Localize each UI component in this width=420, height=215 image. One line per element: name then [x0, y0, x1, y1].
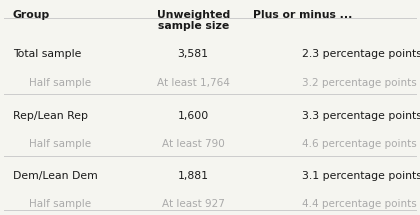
- Text: Dem/Lean Dem: Dem/Lean Dem: [13, 171, 97, 181]
- Text: Half sample: Half sample: [29, 78, 92, 89]
- Text: 1,881: 1,881: [178, 171, 209, 181]
- Text: Plus or minus ...: Plus or minus ...: [253, 10, 352, 20]
- Text: Half sample: Half sample: [29, 199, 92, 209]
- Text: Group: Group: [13, 10, 50, 20]
- Text: 3.1 percentage points: 3.1 percentage points: [302, 171, 420, 181]
- Text: At least 1,764: At least 1,764: [157, 78, 230, 89]
- Text: 4.4 percentage points: 4.4 percentage points: [302, 199, 417, 209]
- Text: 2.3 percentage points: 2.3 percentage points: [302, 49, 420, 60]
- Text: 4.6 percentage points: 4.6 percentage points: [302, 139, 417, 149]
- Text: 1,600: 1,600: [178, 111, 209, 121]
- Text: 3.3 percentage points: 3.3 percentage points: [302, 111, 420, 121]
- Text: At least 790: At least 790: [162, 139, 225, 149]
- Text: 3,581: 3,581: [178, 49, 209, 60]
- Text: Total sample: Total sample: [13, 49, 81, 60]
- Text: Rep/Lean Rep: Rep/Lean Rep: [13, 111, 88, 121]
- Text: 3.2 percentage points: 3.2 percentage points: [302, 78, 417, 89]
- Text: Unweighted
sample size: Unweighted sample size: [157, 10, 230, 31]
- Text: At least 927: At least 927: [162, 199, 225, 209]
- Text: Half sample: Half sample: [29, 139, 92, 149]
